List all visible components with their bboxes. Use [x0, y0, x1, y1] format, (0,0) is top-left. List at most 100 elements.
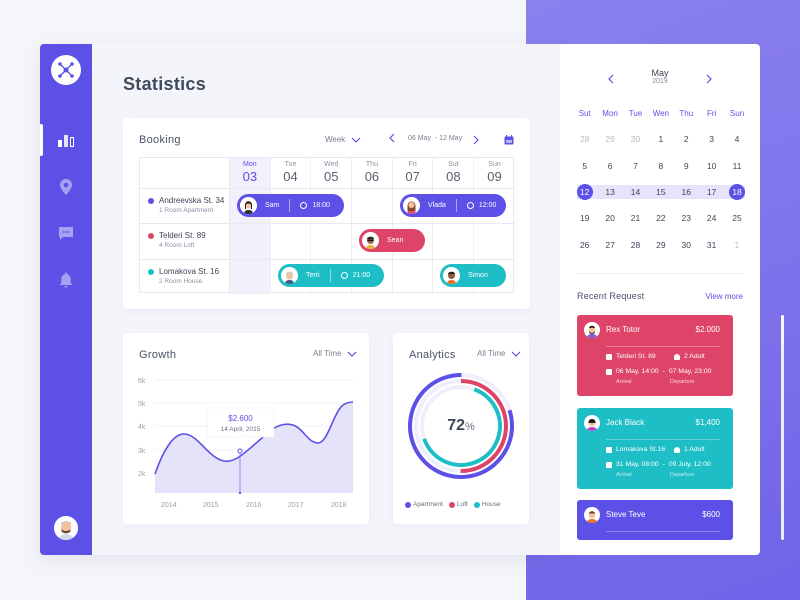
chevron-left-icon [389, 133, 395, 143]
calendar-week: 28 29 30 1 2 3 4 [572, 126, 750, 152]
calendar-day[interactable]: 29 [605, 134, 615, 145]
booking-event[interactable]: Terri 21:00 [278, 264, 384, 287]
calendar-day[interactable]: 4 [734, 134, 740, 145]
map-pin-icon [60, 179, 72, 195]
request-card[interactable]: Rex Totor $2.000 Telderi St. 89 2 Adult … [577, 315, 733, 396]
day-column[interactable]: Mon 03 [230, 158, 271, 294]
chevron-down-icon [348, 351, 357, 357]
svg-text:2014: 2014 [161, 502, 177, 509]
growth-filter-select[interactable]: All Time [313, 349, 357, 358]
status-dot [148, 232, 154, 239]
calendar-day-range-start[interactable]: 12 [572, 184, 597, 201]
sidebar-item-location[interactable] [40, 171, 92, 203]
next-month-button[interactable] [706, 72, 712, 87]
clock-icon [300, 202, 308, 209]
property-row-label[interactable]: Lomakova St. 16 2 Room House [148, 267, 219, 285]
day-column[interactable]: Fri 07 [393, 158, 434, 294]
calendar-day[interactable]: 5 [582, 160, 588, 171]
scrollbar-thumb[interactable] [781, 315, 784, 345]
calendar-day[interactable]: 28 [579, 134, 590, 145]
calendar-day[interactable]: 1 [734, 239, 740, 250]
analytics-filter-select[interactable]: All Time [477, 349, 521, 358]
prev-week-button[interactable] [389, 132, 395, 146]
booking-event[interactable]: Simon [440, 264, 506, 287]
booking-event[interactable]: Sean [359, 229, 425, 252]
calendar-day[interactable]: 14 [630, 187, 641, 198]
day-column[interactable]: Sut 08 [434, 158, 475, 294]
calendar-day[interactable]: 22 [656, 213, 666, 224]
booking-event[interactable]: Sam 18:00 [237, 194, 344, 217]
right-panel: May 2019 Sut Mon Tue Wen Thu Fri Sun 28 … [560, 44, 784, 555]
sidebar-item-notifications[interactable] [40, 264, 92, 296]
svg-text:6k: 6k [138, 378, 146, 385]
calendar-day[interactable]: 31 [706, 239, 717, 250]
booking-event[interactable]: Vlada 12:00 [400, 194, 506, 217]
svg-text:2017: 2017 [288, 502, 304, 509]
calendar-day[interactable]: 23 [681, 213, 691, 224]
growth-chart: 6k 5k 4k 3k 2k 2014 2015 2016 2017 2018 [138, 378, 354, 509]
guest-avatar [403, 197, 420, 214]
recent-scrollbar[interactable] [781, 315, 784, 540]
calendar-day[interactable]: 26 [579, 239, 590, 250]
next-week-button[interactable] [473, 132, 479, 150]
selected-range [577, 184, 745, 199]
prev-month-button[interactable] [608, 72, 614, 87]
property-row-label[interactable]: Andreevska St. 34 1 Room Apartment [148, 196, 224, 214]
person-icon [674, 446, 680, 453]
calendar-day[interactable]: 30 [681, 239, 691, 250]
calendar-day[interactable]: 2 [683, 134, 689, 145]
svg-text:3k: 3k [138, 448, 146, 455]
calendar-day[interactable]: 7 [633, 160, 638, 171]
calendar-day[interactable]: 27 [605, 239, 615, 250]
view-more-link[interactable]: View more [705, 292, 743, 301]
calendar-day[interactable]: 11 [732, 160, 742, 171]
calendar-day[interactable]: 10 [706, 160, 717, 171]
app-window: Statistics Booking Week 06 May - 12 May … [40, 44, 784, 555]
property-row-label[interactable]: Telderi St. 89 4 Room Loft [148, 231, 206, 249]
calendar-day[interactable]: 15 [656, 187, 666, 198]
calendar-day[interactable]: 29 [656, 239, 666, 250]
calendar-day[interactable]: 20 [605, 213, 615, 224]
calendar-day[interactable]: 19 [579, 213, 590, 224]
bell-icon [59, 272, 73, 288]
analytics-center-value: 72% [447, 417, 475, 434]
analytics-card: Analytics All Time 72% Apartment [393, 333, 529, 524]
user-avatar[interactable] [54, 516, 78, 540]
calendar-day[interactable]: 8 [658, 160, 664, 171]
request-card[interactable]: Steve Teve $600 [577, 500, 733, 540]
calendar-icon [606, 368, 612, 375]
calendar-day-range-end[interactable]: 18 [724, 184, 749, 201]
day-column[interactable]: Thu 06 [352, 158, 393, 294]
calendar-day[interactable]: 30 [630, 134, 641, 145]
calendar-day[interactable]: 3 [709, 134, 715, 145]
sidebar-item-statistics[interactable] [40, 124, 92, 156]
calendar-day[interactable]: 21 [630, 213, 641, 224]
guest-avatar [362, 232, 379, 249]
network-icon[interactable] [51, 55, 81, 85]
day-column[interactable]: Sun 09 [487, 161, 502, 184]
calendar-day[interactable]: 9 [683, 160, 689, 171]
calendar-day[interactable]: 25 [732, 213, 742, 224]
chat-icon [59, 227, 73, 240]
calendar-day-names: Sut Mon Tue Wen Thu Fri Sun [578, 108, 745, 118]
main-area: Statistics Booking Week 06 May - 12 May … [40, 44, 560, 555]
view-select[interactable]: Week [325, 135, 361, 144]
legend-loft: Loft [449, 501, 468, 508]
calendar-day[interactable]: 1 [658, 134, 664, 145]
day-column[interactable]: Wed 05 [311, 158, 353, 294]
calendar-icon[interactable] [504, 132, 514, 150]
calendar-day[interactable]: 16 [681, 187, 691, 198]
calendar-week-selected: 12 13 14 15 16 17 18 [572, 179, 750, 205]
calendar-day[interactable]: 24 [706, 213, 717, 224]
guest-avatar [281, 267, 298, 284]
day-column[interactable]: Tue 04 [271, 158, 312, 294]
booking-grid: Mon 03 Tue 04 Wed 05 Thu 06 Fri 07 Sut 08 Sun 0… [139, 157, 515, 294]
calendar-day[interactable]: 6 [607, 160, 613, 171]
booking-title: Booking [139, 134, 181, 146]
request-card[interactable]: Jack Black $1,400 Lomakova St.16 1 Adult… [577, 408, 733, 489]
calendar-day[interactable]: 13 [605, 187, 615, 198]
calendar-day[interactable]: 28 [630, 239, 641, 250]
sidebar-item-messages[interactable] [40, 218, 92, 250]
calendar-day[interactable]: 17 [706, 187, 717, 198]
requester-avatar [584, 322, 600, 338]
